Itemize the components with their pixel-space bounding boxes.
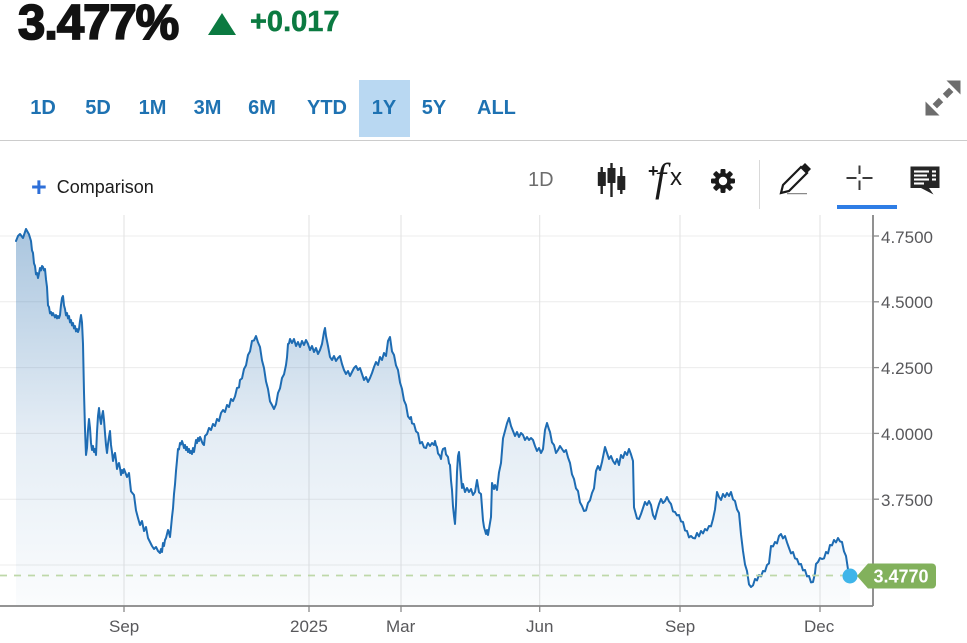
svg-text:3.4770: 3.4770 bbox=[873, 567, 928, 587]
